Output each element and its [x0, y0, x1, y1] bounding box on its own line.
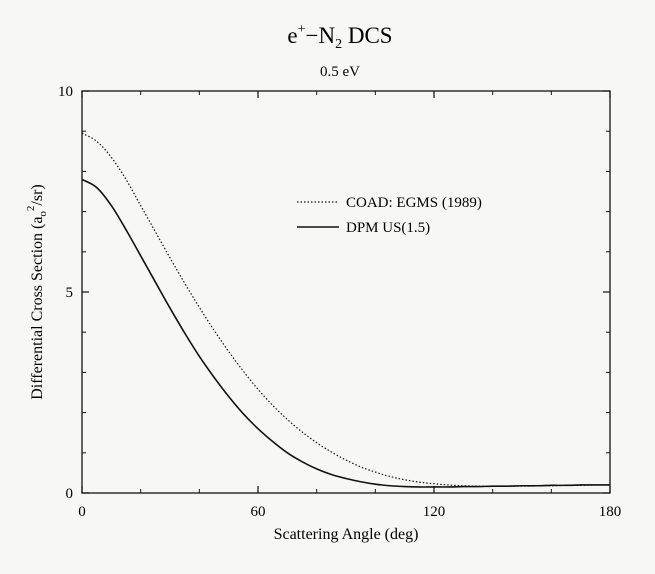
title-middle: −N: [306, 23, 336, 48]
x-tick-label: 60: [251, 504, 266, 520]
legend: COAD: EGMS (1989) DPM US(1.5): [297, 195, 482, 236]
x-axis-label: Scattering Angle (deg): [274, 526, 419, 543]
chart-subtitle: 0.5 eV: [320, 64, 360, 80]
title-charge: +: [298, 22, 306, 37]
title-subscript: 2: [335, 37, 342, 52]
title-suffix: DCS: [342, 23, 393, 48]
x-tick-label: 180: [599, 504, 622, 520]
series-line-coad: [81, 132, 611, 487]
ylabel-superscript: 2: [25, 206, 37, 212]
y-tick-label: 0: [66, 486, 74, 502]
ylabel-subscript: o: [37, 211, 49, 217]
title-prefix: e: [287, 23, 297, 48]
series-line-dpm: [81, 178, 610, 488]
ylabel-main: Differential Cross Section (a: [29, 217, 46, 400]
x-tick-label: 120: [423, 504, 446, 520]
x-axis-ticks: 0 60 120 180: [78, 91, 621, 520]
chart-title: e+−N2 DCS: [287, 22, 392, 52]
series-layer: [81, 132, 611, 488]
legend-label-coad: COAD: EGMS (1989): [346, 195, 482, 211]
y-axis-label: Differential Cross Section (ao2/sr): [25, 184, 49, 400]
y-tick-label: 10: [58, 84, 73, 100]
y-axis-ticks: 0 5 10: [58, 84, 610, 502]
ylabel-tail: /sr): [29, 184, 46, 205]
x-tick-label: 0: [78, 504, 86, 520]
legend-label-dpm: DPM US(1.5): [346, 220, 430, 236]
y-tick-label: 5: [66, 285, 74, 301]
